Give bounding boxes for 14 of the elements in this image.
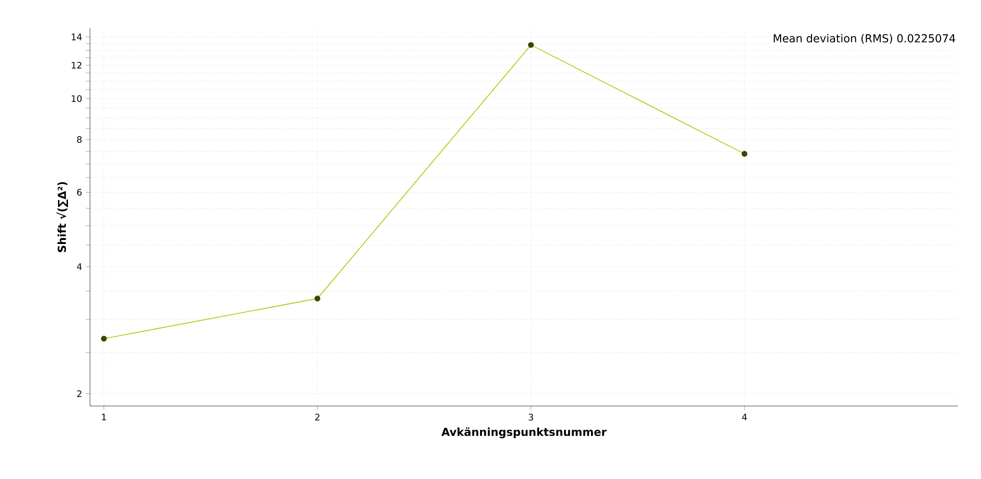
y-tick-label: 8 [77, 136, 82, 143]
annotation: Mean deviation (RMS) 0.0225074 [774, 34, 956, 44]
y-tick-label: 4 [76, 263, 82, 270]
y-tick-label: 14 [72, 34, 82, 40]
y-tick-label: 12 [72, 62, 82, 69]
x-tick-label: 3 [528, 414, 534, 421]
x-axis-title: Avkänningspunktsnummer [441, 427, 607, 438]
x-tick-label: 1 [102, 414, 106, 420]
x-tick-label: 4 [742, 414, 747, 420]
y-tick-label: 10 [72, 95, 82, 102]
y-tick-label: 6 [77, 188, 82, 196]
y-tick-label: 2 [77, 390, 82, 397]
y-axis-title: Shift √(∑Δ²) [56, 182, 68, 252]
x-tick-label: 2 [315, 414, 320, 420]
